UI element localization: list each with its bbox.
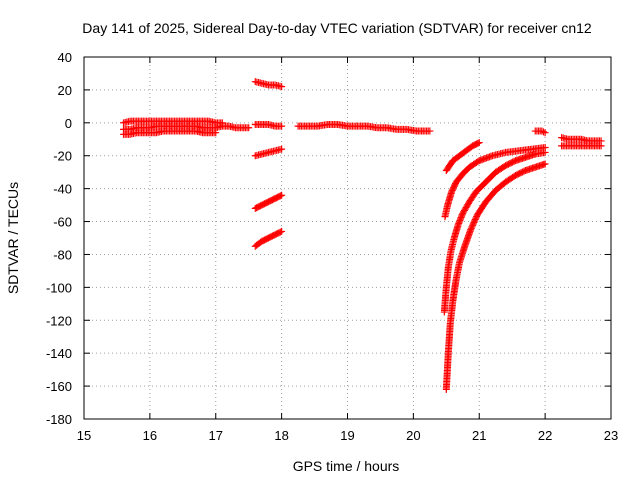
data-point (278, 83, 286, 91)
x-tick-label: 15 (77, 428, 91, 443)
series-trace-14 (531, 127, 549, 137)
grid-lines (84, 57, 611, 419)
data-point (475, 139, 483, 147)
series-trace-6 (251, 145, 286, 160)
data-point (278, 122, 286, 130)
x-tick-label: 16 (143, 428, 157, 443)
series-trace-5 (251, 120, 286, 130)
series-trace-11 (441, 144, 549, 221)
x-tick-label: 18 (274, 428, 288, 443)
data-point (474, 139, 482, 147)
series-trace-12 (440, 148, 549, 316)
series-trace-16 (558, 142, 605, 150)
y-axis-label: SDTVAR / TECUs (5, 182, 21, 294)
x-tick-label: 23 (604, 428, 618, 443)
data-point (245, 124, 253, 132)
chart-title: Day 141 of 2025, Sidereal Day-to-day VTE… (82, 20, 592, 36)
data-point (276, 228, 284, 236)
data-point (212, 129, 220, 137)
y-axis-ticks: 40 20 0 -20 -40 -60 -80 -100 -120 -140 -160 -180 (46, 50, 611, 427)
data-point (467, 224, 475, 232)
data-point (597, 142, 605, 150)
data-point (472, 214, 480, 222)
data-point (278, 145, 286, 153)
data-point (467, 226, 475, 234)
plot-frame (83, 56, 612, 420)
series-trace-2 (120, 117, 226, 127)
y-tick-label: -40 (53, 182, 72, 197)
data-points (120, 78, 605, 393)
data-point (539, 128, 547, 136)
x-tick-label: 19 (340, 428, 354, 443)
x-tick-label: 20 (406, 428, 420, 443)
data-point (278, 227, 286, 235)
data-point (426, 127, 434, 135)
series-trace-9 (294, 120, 434, 135)
data-point (471, 215, 479, 223)
y-tick-label: -140 (46, 346, 72, 361)
y-tick-label: -20 (53, 149, 72, 164)
x-axis-ticks: 15 16 17 18 19 20 21 22 23 (77, 57, 618, 443)
x-axis-label: GPS time / hours (293, 458, 400, 474)
y-tick-label: -180 (46, 412, 72, 427)
x-tick-label: 22 (538, 428, 552, 443)
data-point (218, 119, 226, 127)
y-tick-label: -160 (46, 379, 72, 394)
data-point (468, 223, 476, 231)
data-point (471, 217, 479, 225)
data-point (470, 218, 478, 226)
data-point (541, 160, 549, 168)
series-trace-8 (251, 227, 286, 250)
data-point (276, 192, 284, 200)
y-tick-label: -60 (53, 215, 72, 230)
series-trace-13 (442, 160, 549, 393)
y-tick-label: 40 (58, 50, 72, 65)
series-trace-10 (442, 139, 483, 175)
data-point (469, 221, 477, 229)
data-point (278, 191, 286, 199)
y-tick-label: 0 (65, 116, 72, 131)
data-point (541, 148, 549, 156)
data-point (538, 127, 546, 135)
y-tick-label: 20 (58, 83, 72, 98)
series-trace-3 (120, 127, 220, 138)
y-tick-label: -120 (46, 313, 72, 328)
data-point (541, 129, 549, 137)
x-tick-label: 21 (472, 428, 486, 443)
series-trace-4 (251, 78, 286, 91)
y-tick-label: -100 (46, 280, 72, 295)
y-tick-label: -80 (53, 247, 72, 262)
data-point (469, 220, 477, 228)
x-tick-label: 17 (209, 428, 223, 443)
series-trace-7 (251, 191, 286, 212)
